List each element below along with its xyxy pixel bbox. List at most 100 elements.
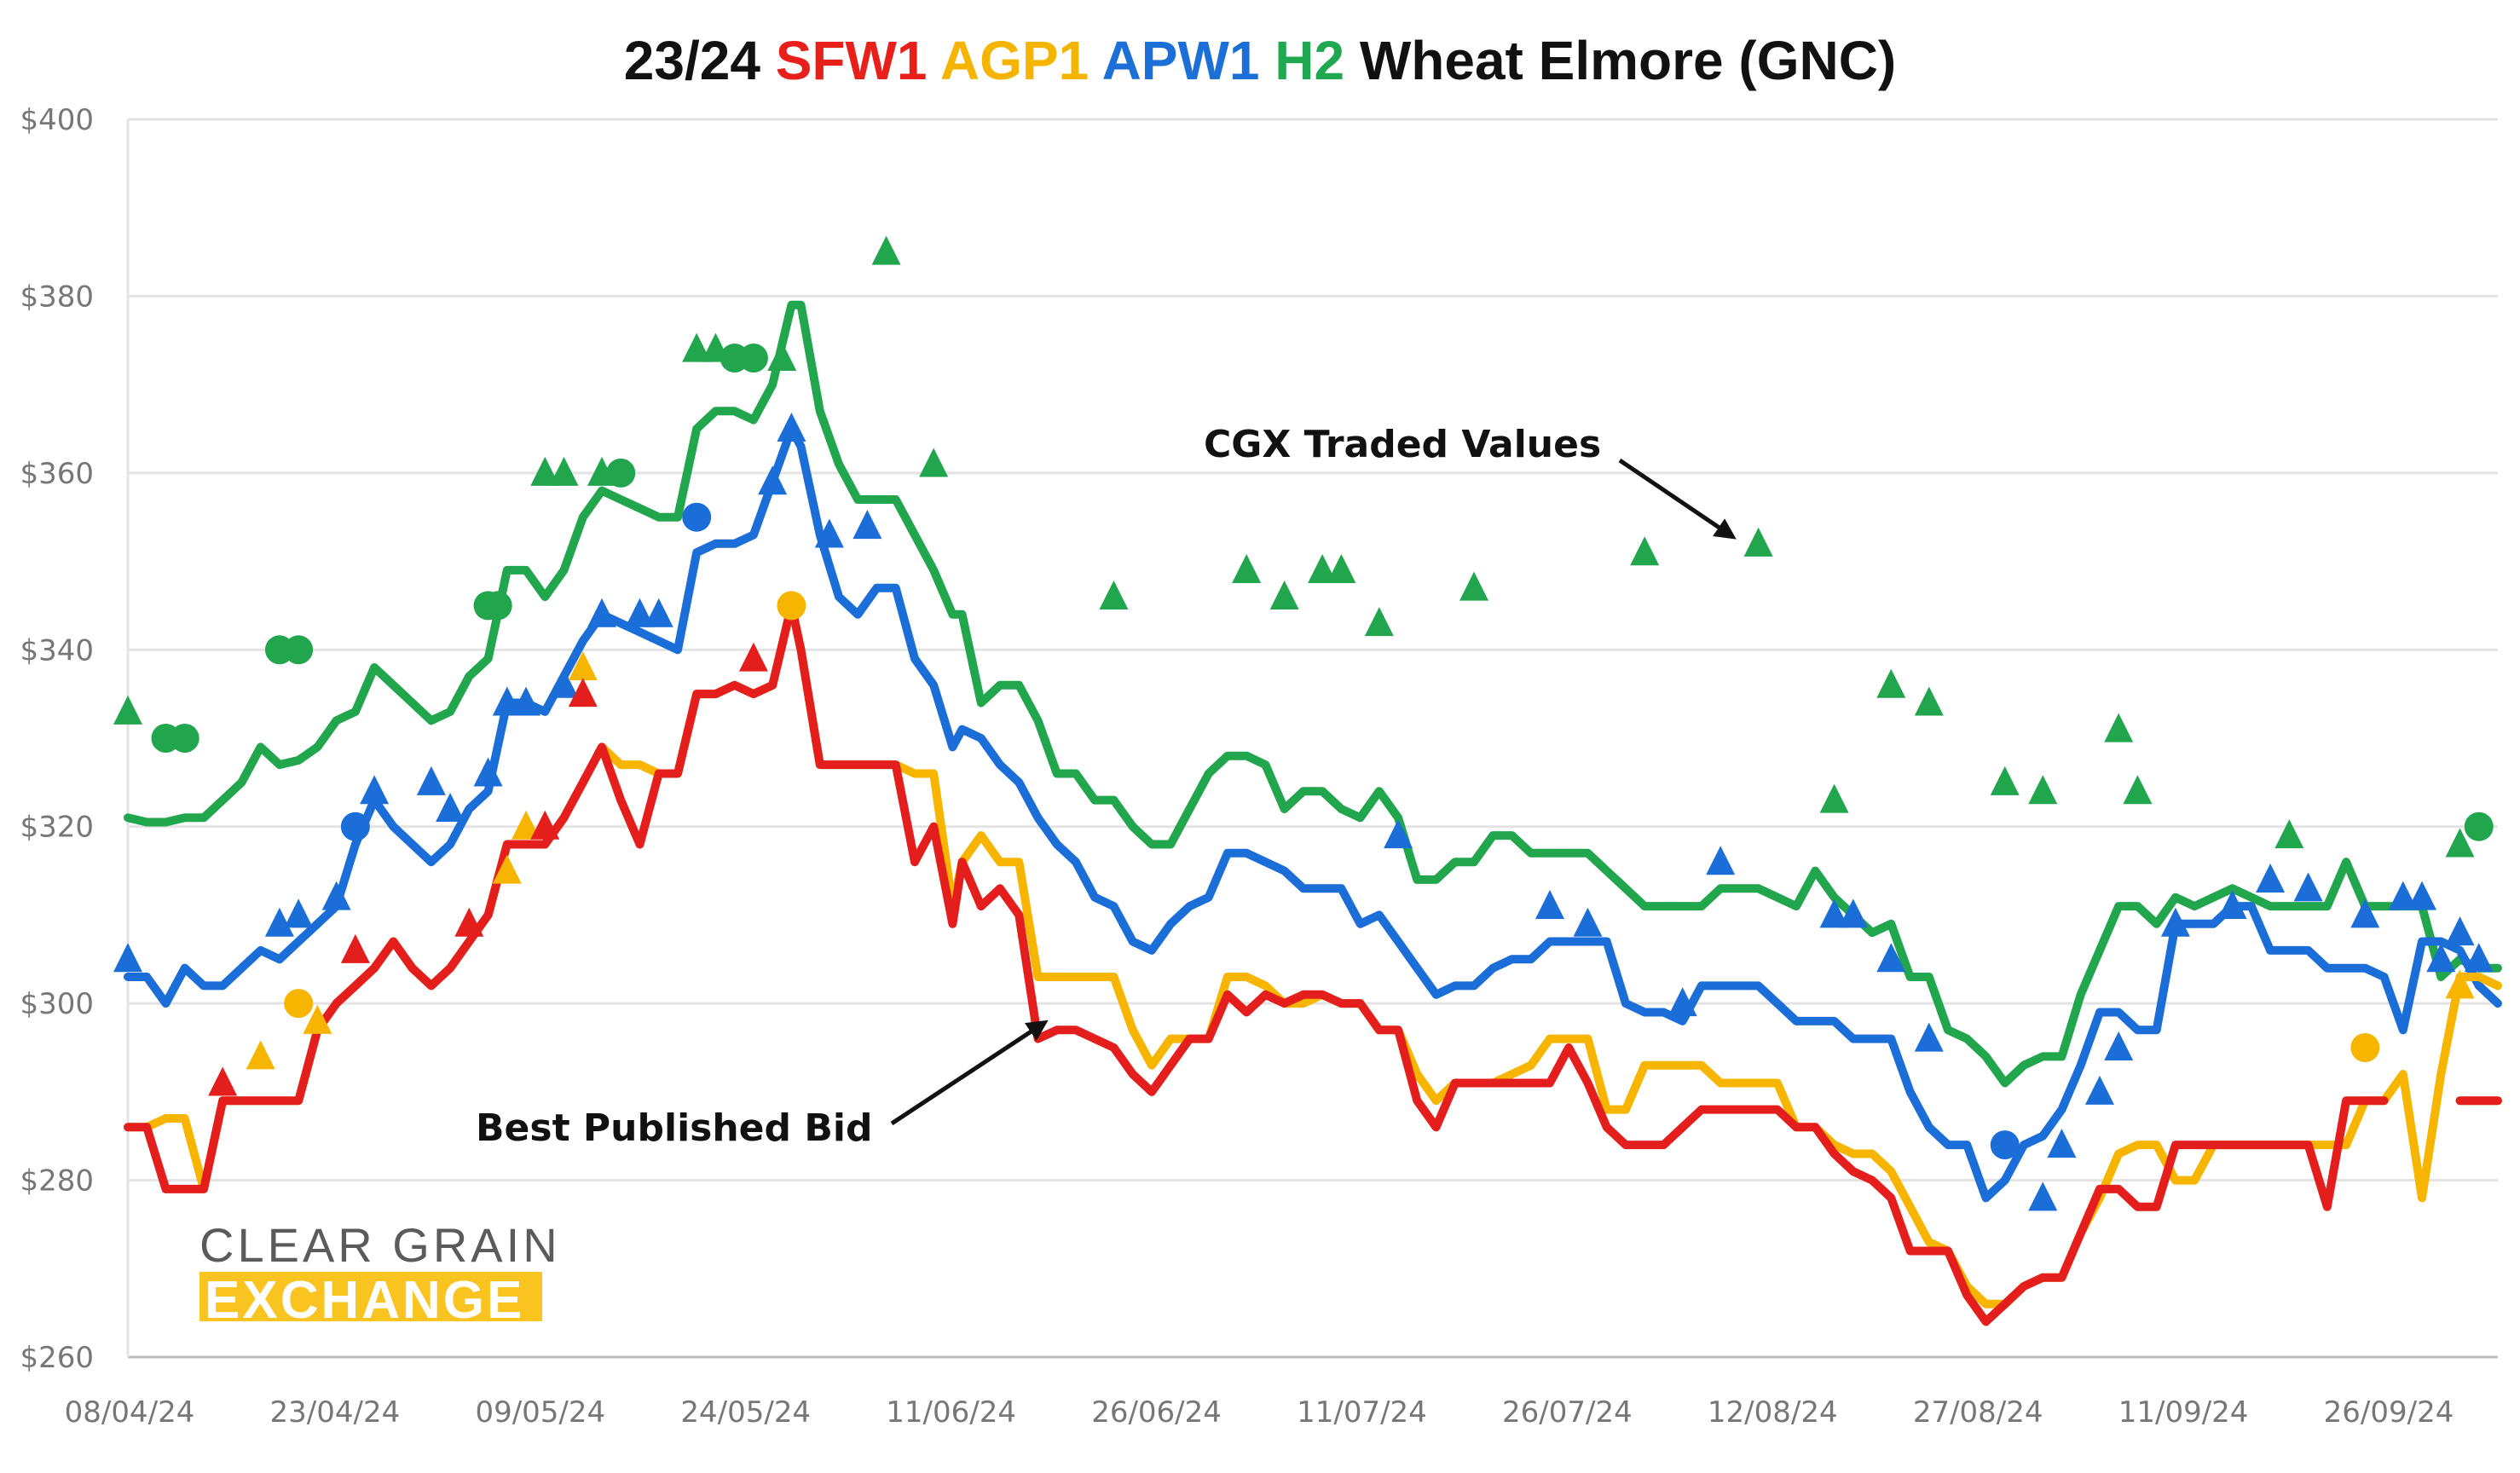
traded-triangle-marker bbox=[2426, 943, 2456, 973]
traded-triangle-marker bbox=[777, 413, 806, 442]
x-tick-label: 11/07/24 bbox=[1297, 1395, 1427, 1430]
traded-triangle-marker bbox=[1819, 783, 1849, 813]
series-line-apw1 bbox=[124, 425, 2502, 1203]
traded-triangle-marker bbox=[2104, 1031, 2134, 1060]
logo-line-1: CLEAR GRAIN bbox=[199, 1218, 561, 1272]
traded-triangle-marker bbox=[1706, 846, 1736, 875]
traded-triangle-marker bbox=[2217, 890, 2247, 920]
x-tick-label: 08/04/24 bbox=[65, 1395, 195, 1430]
traded-dot-marker bbox=[738, 344, 768, 373]
traded-triangle-marker bbox=[2028, 775, 2058, 805]
x-tick-label: 26/06/24 bbox=[1091, 1395, 1222, 1430]
traded-dot-marker bbox=[284, 989, 314, 1019]
traded-triangle-marker bbox=[246, 1040, 275, 1070]
traded-dot-marker bbox=[606, 458, 636, 488]
traded-triangle-marker bbox=[1630, 536, 1660, 566]
traded-triangle-marker bbox=[1232, 553, 1262, 583]
title-part: AGP1 bbox=[939, 30, 1089, 91]
annotation-arrow bbox=[890, 1020, 1049, 1126]
traded-triangle-marker bbox=[1914, 1022, 1944, 1052]
traded-triangle-marker bbox=[284, 898, 314, 928]
traded-triangle-marker bbox=[436, 792, 465, 822]
traded-value-markers bbox=[113, 235, 2494, 1211]
traded-triangle-marker bbox=[113, 695, 142, 725]
traded-triangle-marker bbox=[2350, 898, 2380, 928]
series-line-agp1 bbox=[124, 601, 2502, 1308]
x-tick-label: 12/08/24 bbox=[1708, 1395, 1838, 1430]
traded-triangle-marker bbox=[919, 448, 949, 477]
title-part: Wheat Elmore (GNC) bbox=[1344, 30, 1897, 91]
traded-triangle-marker bbox=[568, 678, 598, 708]
traded-triangle-marker bbox=[682, 332, 712, 362]
y-tick-label: $360 bbox=[20, 457, 94, 491]
traded-triangle-marker bbox=[530, 810, 560, 840]
traded-triangle-marker bbox=[767, 342, 797, 372]
traded-dot-marker bbox=[682, 502, 712, 532]
traded-triangle-marker bbox=[2028, 1181, 2058, 1211]
title-part: 23/24 bbox=[623, 30, 776, 91]
traded-triangle-marker bbox=[1667, 987, 1697, 1017]
y-tick-label: $300 bbox=[20, 987, 94, 1021]
annotation-cgx-traded-values: CGX Traded Values bbox=[1204, 423, 1601, 466]
traded-triangle-marker bbox=[512, 686, 541, 716]
traded-triangle-marker bbox=[454, 907, 484, 937]
x-tick-label: 27/08/24 bbox=[1913, 1395, 2043, 1430]
traded-dot-marker bbox=[1990, 1130, 2020, 1160]
y-tick-label: $280 bbox=[20, 1164, 94, 1199]
y-tick-label: $260 bbox=[20, 1341, 94, 1375]
traded-triangle-marker bbox=[2464, 943, 2494, 973]
traded-triangle-marker bbox=[549, 668, 579, 698]
traded-triangle-marker bbox=[1914, 686, 1944, 716]
y-axis: $260 $280 $300 $320 $340 $360 $380 $400 bbox=[20, 103, 94, 1375]
traded-triangle-marker bbox=[2160, 907, 2190, 937]
x-tick-label: 23/04/24 bbox=[270, 1395, 401, 1430]
traded-triangle-marker bbox=[530, 456, 560, 486]
x-tick-label: 26/07/24 bbox=[1502, 1395, 1633, 1430]
traded-triangle-marker bbox=[1743, 527, 1773, 557]
traded-triangle-marker bbox=[738, 642, 768, 672]
traded-triangle-marker bbox=[208, 1066, 238, 1096]
traded-triangle-marker bbox=[340, 933, 370, 963]
title-part: SFW1 bbox=[775, 30, 928, 91]
traded-triangle-marker bbox=[264, 907, 294, 937]
series-lines bbox=[124, 300, 2502, 1326]
traded-dot-marker bbox=[284, 635, 314, 665]
x-tick-label: 11/06/24 bbox=[886, 1395, 1016, 1430]
traded-triangle-marker bbox=[2123, 775, 2153, 805]
traded-triangle-marker bbox=[2104, 713, 2134, 742]
traded-triangle-marker bbox=[492, 854, 522, 884]
title-part: H2 bbox=[1274, 30, 1345, 91]
y-tick-label: $400 bbox=[20, 103, 94, 137]
traded-triangle-marker bbox=[512, 810, 541, 840]
traded-triangle-marker bbox=[2084, 1075, 2114, 1105]
traded-triangle-marker bbox=[492, 686, 522, 716]
traded-dot-marker bbox=[483, 591, 512, 621]
y-tick-label: $340 bbox=[20, 633, 94, 667]
traded-triangle-marker bbox=[1099, 581, 1129, 610]
traded-triangle-marker bbox=[2047, 1129, 2077, 1158]
y-tick-label: $380 bbox=[20, 280, 94, 314]
x-tick-label: 26/09/24 bbox=[2324, 1395, 2454, 1430]
traded-triangle-marker bbox=[2256, 863, 2286, 892]
traded-triangle-marker bbox=[360, 775, 390, 805]
x-tick-label: 24/05/24 bbox=[680, 1395, 811, 1430]
x-tick-label: 09/05/24 bbox=[475, 1395, 605, 1430]
traded-triangle-marker bbox=[625, 598, 655, 627]
traded-triangle-marker bbox=[758, 465, 788, 495]
traded-triangle-marker bbox=[321, 881, 351, 910]
traded-triangle-marker bbox=[871, 235, 901, 265]
grid-lines bbox=[126, 118, 2498, 1359]
traded-triangle-marker bbox=[549, 456, 579, 486]
annotations: CGX Traded Values Best Published Bid bbox=[476, 423, 1737, 1150]
traded-triangle-marker bbox=[303, 1004, 332, 1034]
traded-triangle-marker bbox=[587, 598, 616, 627]
traded-triangle-marker bbox=[1819, 898, 1849, 928]
traded-triangle-marker bbox=[2293, 872, 2323, 902]
traded-triangle-marker bbox=[1838, 898, 1868, 928]
traded-triangle-marker bbox=[1535, 890, 1564, 920]
traded-triangle-marker bbox=[2445, 969, 2475, 999]
traded-triangle-marker bbox=[853, 510, 882, 540]
traded-dot-marker bbox=[170, 724, 199, 753]
traded-triangle-marker bbox=[568, 651, 598, 681]
